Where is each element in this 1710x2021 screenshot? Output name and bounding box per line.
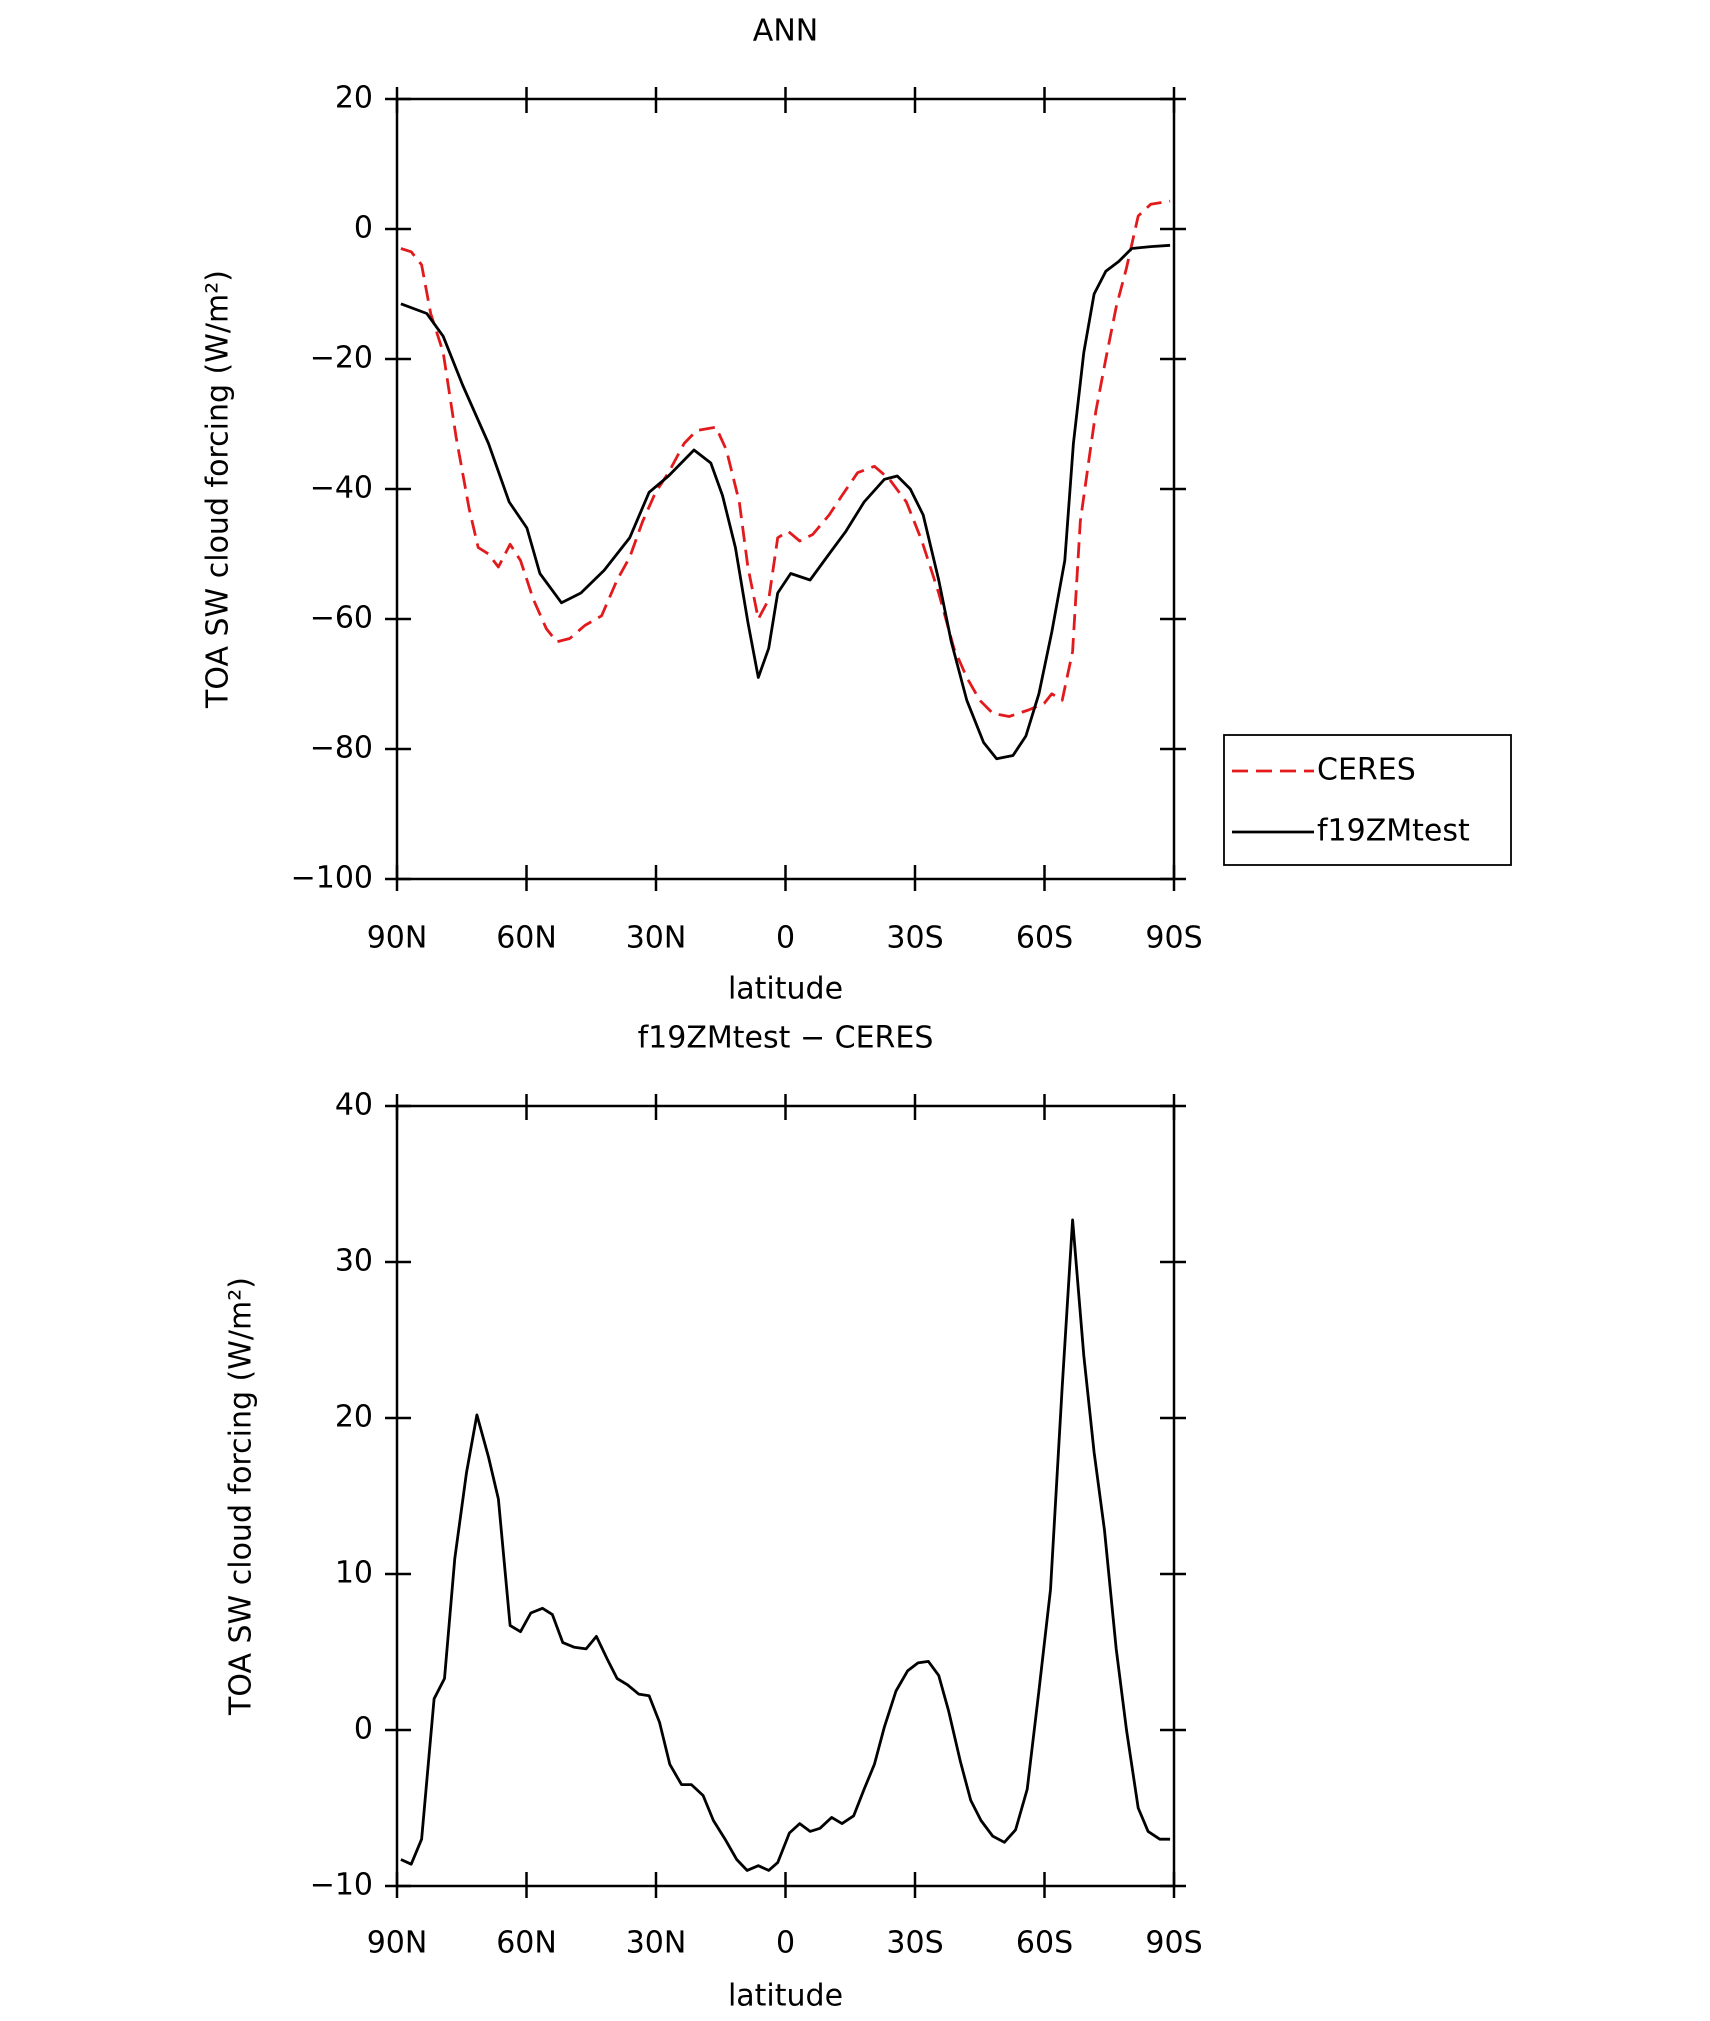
y-tick-label: 0 — [354, 211, 373, 246]
x-tick-label: 60S — [1016, 1926, 1073, 1961]
chart-title: f19ZMtest − CERES — [638, 1021, 934, 1056]
x-tick-label: 90N — [367, 1926, 428, 1961]
x-tick-label: 90N — [367, 921, 428, 956]
y-tick-label: −100 — [291, 861, 373, 896]
x-axis-label: latitude — [728, 972, 843, 1007]
y-tick-label: 20 — [335, 1400, 373, 1435]
chart-title: ANN — [753, 14, 818, 49]
y-tick-label: 20 — [335, 81, 373, 116]
y-tick-label: 30 — [335, 1244, 373, 1279]
y-axis-label: TOA SW cloud forcing (W/m²) — [201, 270, 236, 709]
x-tick-label: 30N — [626, 921, 687, 956]
x-tick-label: 30N — [626, 1926, 687, 1961]
legend-label: f19ZMtest — [1317, 814, 1470, 849]
legend-box — [1223, 734, 1512, 866]
x-tick-label: 60N — [496, 1926, 557, 1961]
x-tick-label: 90S — [1145, 921, 1202, 956]
y-tick-label: −80 — [310, 731, 373, 766]
y-tick-label: −10 — [310, 1868, 373, 1903]
legend-label: CERES — [1317, 753, 1416, 788]
y-axis-label: TOA SW cloud forcing (W/m²) — [224, 1277, 259, 1716]
x-tick-label: 30S — [886, 1926, 943, 1961]
y-tick-label: −20 — [310, 341, 373, 376]
plot-frame — [395, 1104, 1176, 1888]
x-tick-label: 90S — [1145, 1926, 1202, 1961]
x-tick-label: 60N — [496, 921, 557, 956]
data-line — [400, 243, 1171, 761]
x-axis-label: latitude — [728, 1979, 843, 2014]
x-tick-label: 0 — [776, 921, 795, 956]
y-tick-label: 0 — [354, 1712, 373, 1747]
x-tick-label: 60S — [1016, 921, 1073, 956]
plot-frame — [395, 97, 1176, 881]
y-tick-label: −40 — [310, 471, 373, 506]
data-line — [400, 199, 1171, 718]
x-tick-label: 0 — [776, 1926, 795, 1961]
x-tick-label: 30S — [886, 921, 943, 956]
y-tick-label: 10 — [335, 1556, 373, 1591]
data-line — [400, 1218, 1171, 1872]
y-tick-label: 40 — [335, 1088, 373, 1123]
y-tick-label: −60 — [310, 601, 373, 636]
